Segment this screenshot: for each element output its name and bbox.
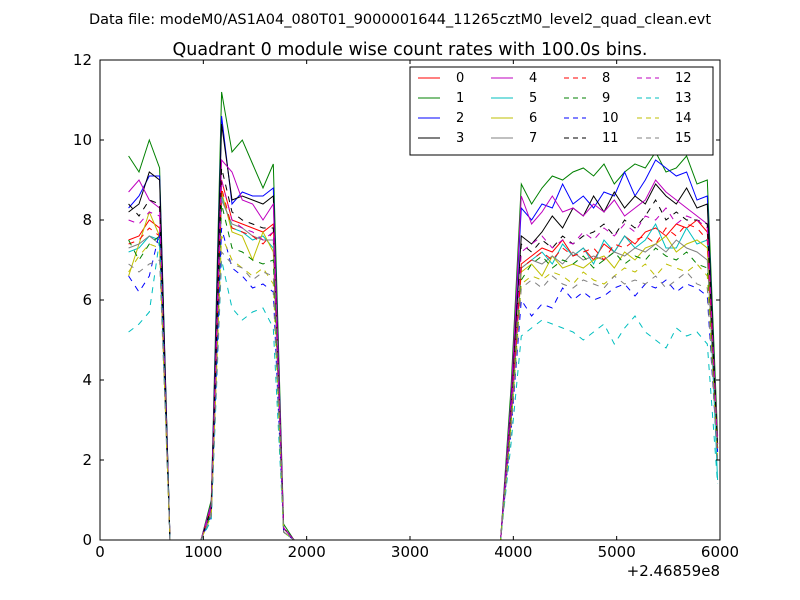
legend-label-6: 6 [529,111,537,126]
x-tick-label: 2000 [288,543,326,561]
legend-label-12: 12 [675,71,692,86]
legend-label-2: 2 [456,111,464,126]
legend-label-13: 13 [675,91,692,106]
legend-box [409,66,714,156]
legend-label-0: 0 [456,71,464,86]
legend-label-11: 11 [602,131,619,146]
legend-label-1: 1 [456,91,464,106]
x-axis-offset-label: +2.46859e8 [627,562,720,580]
x-tick-label: 6000 [701,543,739,561]
legend-label-7: 7 [529,131,537,146]
legend-label-10: 10 [602,111,619,126]
y-tick-label: 12 [73,51,92,69]
x-tick-label: 5000 [598,543,636,561]
legend-label-9: 9 [602,91,610,106]
y-tick-label: 8 [82,211,92,229]
legend-label-15: 15 [675,131,692,146]
legend-label-5: 5 [529,91,537,106]
x-tick-label: 4000 [494,543,532,561]
series-line-14 [128,235,719,541]
x-tick-label: 3000 [391,543,429,561]
y-tick-label: 6 [82,291,92,309]
legend-label-8: 8 [602,71,610,86]
legend-label-14: 14 [675,111,692,126]
legend-label-3: 3 [456,131,464,146]
y-tick-label: 2 [82,451,92,469]
legend-label-4: 4 [529,71,537,86]
chart-title: Quadrant 0 module wise count rates with … [173,40,648,60]
x-tick-label: 1000 [184,543,222,561]
y-tick-label: 4 [82,371,92,389]
figure-suptitle: Data file: modeM0/AS1A04_080T01_90000016… [89,12,711,28]
series-line-13 [128,239,719,541]
series-line-9 [128,203,719,541]
x-tick-label: 0 [95,543,105,561]
y-tick-label: 10 [73,131,92,149]
y-tick-label: 0 [82,531,92,549]
